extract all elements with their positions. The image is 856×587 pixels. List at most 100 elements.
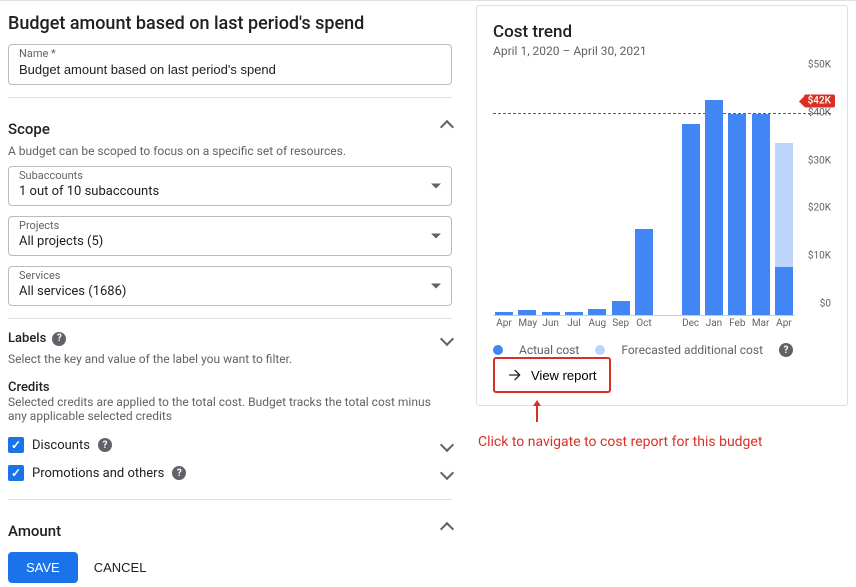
x-axis-tick: Sep xyxy=(612,318,630,329)
legend-swatch-actual xyxy=(493,345,503,355)
actual-bar xyxy=(635,229,653,315)
x-axis-tick: Jul xyxy=(565,318,583,329)
forecast-bar xyxy=(775,143,793,267)
y-axis-tick: $30K xyxy=(808,155,831,166)
x-axis-tick: Apr xyxy=(775,318,793,329)
x-axis-tick xyxy=(658,318,676,329)
chevron-down-icon xyxy=(440,438,454,452)
dropdown-icon xyxy=(431,184,441,189)
annotation-text: Click to navigate to cost report for thi… xyxy=(476,434,848,450)
actual-bar xyxy=(588,309,606,315)
cost-trend-card: Cost trend April 1, 2020 – April 30, 202… xyxy=(476,5,848,406)
divider xyxy=(8,97,452,98)
y-axis-tick: $20K xyxy=(808,203,831,214)
discounts-label: Discounts xyxy=(32,438,90,453)
page-title: Budget amount based on last period's spe… xyxy=(8,13,452,34)
cost-trend-chart: $42K $50K$40K$30K$20K$10K$0 xyxy=(493,76,831,316)
actual-bar xyxy=(775,267,793,315)
subaccounts-label: Subaccounts xyxy=(19,169,443,182)
amount-title: Amount xyxy=(8,522,61,540)
projects-select[interactable]: Projects All projects (5) xyxy=(8,216,452,256)
view-report-label: View report xyxy=(531,368,597,383)
bar-slot xyxy=(612,76,630,315)
discounts-checkbox[interactable]: ✓ xyxy=(8,437,24,453)
bar-slot xyxy=(565,76,583,315)
subaccounts-select[interactable]: Subaccounts 1 out of 10 subaccounts xyxy=(8,166,452,206)
help-icon[interactable]: ? xyxy=(52,332,66,346)
actual-bar xyxy=(612,301,630,315)
labels-header[interactable]: Labels ? xyxy=(8,331,452,346)
x-axis-tick: Jun xyxy=(542,318,560,329)
x-axis-tick: Aug xyxy=(588,318,606,329)
chevron-up-icon xyxy=(440,522,454,536)
promotions-checkbox[interactable]: ✓ xyxy=(8,465,24,481)
x-axis-tick: Jan xyxy=(705,318,723,329)
view-report-button[interactable]: View report xyxy=(497,361,607,389)
help-icon[interactable]: ? xyxy=(779,343,793,357)
annotation-arrow xyxy=(536,406,538,422)
services-value: All services (1686) xyxy=(19,284,443,299)
legend-swatch-forecast xyxy=(595,345,605,355)
cost-trend-title: Cost trend xyxy=(493,22,831,42)
discounts-row[interactable]: ✓ Discounts ? xyxy=(8,431,452,459)
x-axis-tick: Oct xyxy=(635,318,653,329)
services-select[interactable]: Services All services (1686) xyxy=(8,266,452,306)
dropdown-icon xyxy=(431,234,441,239)
amount-header[interactable]: Amount xyxy=(8,512,452,546)
actual-bar xyxy=(495,312,513,315)
name-field[interactable]: Name * xyxy=(8,44,452,85)
bar-slot xyxy=(705,76,723,315)
y-axis-tick: $40K xyxy=(808,107,831,118)
labels-title: Labels xyxy=(8,331,46,346)
x-axis-labels: AprMayJunJulAugSepOctDecJanFebMarApr xyxy=(493,316,795,329)
actual-bar xyxy=(705,100,723,315)
bar-slot xyxy=(635,76,653,315)
name-input[interactable] xyxy=(19,62,443,77)
legend-actual-label: Actual cost xyxy=(519,343,579,357)
cancel-button[interactable]: CANCEL xyxy=(94,560,147,575)
help-icon[interactable]: ? xyxy=(172,466,186,480)
bar-slot xyxy=(658,76,676,315)
bar-slot xyxy=(518,76,536,315)
bar-slot xyxy=(752,76,770,315)
actual-bar xyxy=(518,310,536,315)
highlight-box: View report xyxy=(493,357,611,393)
promotions-label: Promotions and others xyxy=(32,466,164,481)
buttons-bar: SAVE CANCEL xyxy=(8,552,452,583)
actual-bar xyxy=(565,312,583,315)
x-axis-tick: Dec xyxy=(682,318,700,329)
dropdown-icon xyxy=(431,284,441,289)
actual-bar xyxy=(542,312,560,315)
scope-description: A budget can be scoped to focus on a spe… xyxy=(8,144,452,158)
y-axis-tick: $0 xyxy=(820,299,831,310)
chevron-up-icon xyxy=(440,120,454,134)
x-axis-tick: Feb xyxy=(728,318,746,329)
subaccounts-value: 1 out of 10 subaccounts xyxy=(19,184,443,199)
cost-trend-date-range: April 1, 2020 – April 30, 2021 xyxy=(493,44,831,58)
help-icon[interactable]: ? xyxy=(98,438,112,452)
y-axis-tick: $50K xyxy=(808,60,831,71)
credits-description: Selected credits are applied to the tota… xyxy=(8,395,452,423)
actual-bar xyxy=(752,114,770,315)
actual-bar xyxy=(728,114,746,315)
save-button[interactable]: SAVE xyxy=(8,552,78,583)
budget-form: Budget amount based on last period's spe… xyxy=(8,5,452,583)
chart-legend: Actual cost Forecasted additional cost ? xyxy=(493,343,831,357)
arrow-right-icon xyxy=(507,367,523,383)
bar-slot xyxy=(542,76,560,315)
divider xyxy=(8,318,452,319)
divider xyxy=(8,499,452,500)
projects-value: All projects (5) xyxy=(19,234,443,249)
scope-header[interactable]: Scope xyxy=(8,110,452,144)
bar-slot xyxy=(728,76,746,315)
bar-slot xyxy=(495,76,513,315)
promotions-row[interactable]: ✓ Promotions and others ? xyxy=(8,459,452,487)
name-field-label: Name * xyxy=(19,47,443,60)
chevron-down-icon xyxy=(440,466,454,480)
legend-forecast-label: Forecasted additional cost xyxy=(621,343,763,357)
chevron-down-icon xyxy=(440,331,454,345)
scope-title: Scope xyxy=(8,120,50,138)
bar-slot xyxy=(588,76,606,315)
services-label: Services xyxy=(19,269,443,282)
bar-slot xyxy=(682,76,700,315)
